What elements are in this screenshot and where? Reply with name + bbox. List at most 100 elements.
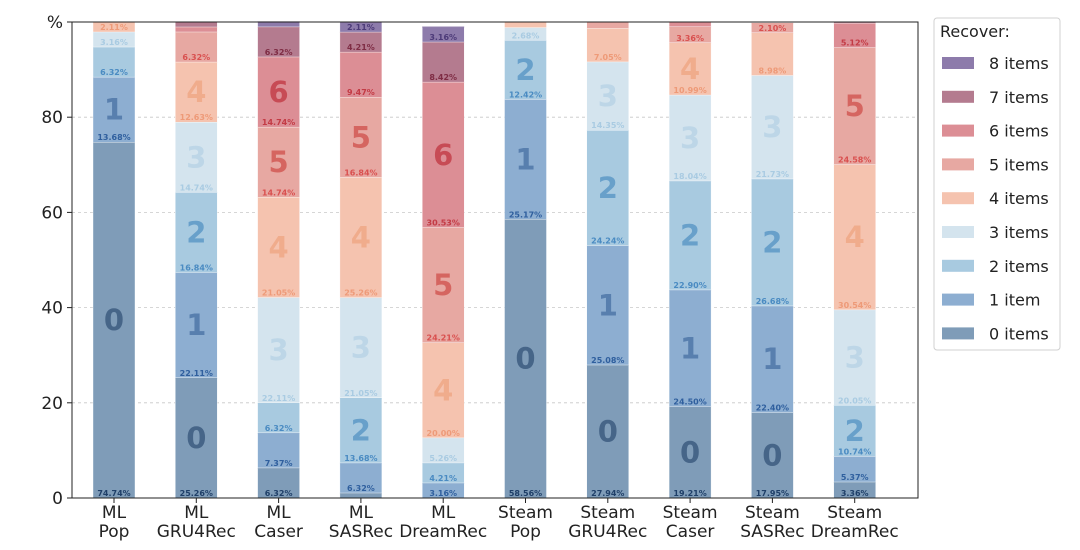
- segment-big-label: 1: [598, 288, 618, 322]
- bar-segment: [339, 462, 383, 494]
- bar-segment: [504, 99, 547, 220]
- legend-swatch: [942, 226, 974, 238]
- segment-big-label: 3: [186, 140, 206, 174]
- data-label: 3.36%: [841, 489, 869, 498]
- bar-segment: [586, 28, 629, 63]
- bar-segment: [257, 56, 300, 128]
- bar-segment: [586, 364, 629, 499]
- bar-segment: [422, 342, 465, 439]
- data-label: 12.42%: [509, 90, 542, 99]
- bar-segment: [833, 405, 876, 457]
- x-tick-label-line1: ML: [431, 503, 456, 523]
- x-tick-label-line2: SASRec: [740, 522, 804, 542]
- data-label: 2.11%: [100, 23, 128, 32]
- segment-big-label: 2: [351, 413, 371, 447]
- bar-segment: [92, 142, 136, 499]
- y-axis-label: %: [47, 13, 63, 33]
- segment-big-label: 1: [762, 342, 782, 376]
- legend-entry-label: 4 items: [989, 189, 1049, 208]
- segment-big-label: 5: [269, 145, 289, 179]
- x-tick-label-line1: ML: [267, 503, 292, 523]
- bar-segment: [175, 121, 218, 193]
- bar-segment: [339, 177, 383, 298]
- segment-big-label: 0: [762, 438, 782, 472]
- bar-segment: [175, 272, 218, 378]
- bar-segment: [668, 289, 712, 407]
- bar-segment: [92, 46, 136, 78]
- legend-swatch: [942, 90, 974, 103]
- data-label: 5.12%: [841, 39, 869, 48]
- data-label: 25.17%: [509, 210, 542, 219]
- bar-segment: [257, 126, 300, 198]
- data-label: 3.16%: [429, 489, 457, 498]
- data-label: 20.05%: [838, 396, 871, 405]
- bar-segment: [668, 42, 712, 96]
- bar-segment: [586, 245, 629, 366]
- x-tick-label-line2: GRU4Rec: [568, 522, 647, 542]
- data-label: 14.35%: [591, 121, 624, 130]
- data-label: 3.16%: [429, 33, 457, 42]
- legend-swatch: [942, 259, 974, 272]
- data-label: 2.11%: [347, 23, 375, 32]
- bar-segment: [175, 61, 218, 123]
- segment-big-label: 4: [269, 230, 289, 264]
- segment-big-label: 0: [598, 415, 618, 449]
- data-label: 14.74%: [262, 118, 295, 127]
- bar-segment: [504, 40, 547, 100]
- data-label: 17.95%: [756, 489, 789, 498]
- segment-big-label: 5: [433, 268, 453, 302]
- legend-entry-label: 2 items: [989, 257, 1049, 276]
- bar-segment: [257, 297, 300, 403]
- legend-entry-label: 0 items: [989, 324, 1049, 343]
- legend-swatch: [942, 192, 974, 205]
- x-tick-label-line2: Pop: [510, 522, 541, 542]
- bar-segment: [257, 467, 300, 499]
- y-tick-label: 40: [41, 299, 63, 319]
- bar-segment: [339, 397, 383, 464]
- segment-big-label: 3: [598, 79, 618, 113]
- segment-big-label: 2: [186, 215, 206, 249]
- data-label: 6.32%: [265, 48, 293, 57]
- bar-segment: [175, 192, 218, 273]
- legend-entry-label: 5 items: [989, 155, 1049, 174]
- data-label: 3.36%: [676, 34, 704, 43]
- data-label: 19.21%: [673, 489, 706, 498]
- data-label: 27.94%: [591, 489, 624, 498]
- data-label: 58.56%: [509, 489, 542, 498]
- data-label: 4.21%: [429, 474, 457, 483]
- bar-segment: [92, 76, 136, 143]
- x-tick-label-line1: Steam: [663, 503, 718, 523]
- data-label: 5.26%: [429, 454, 457, 463]
- x-tick-label-line1: ML: [184, 503, 209, 523]
- segment-big-label: 1: [186, 308, 206, 342]
- data-label: 25.26%: [344, 289, 377, 298]
- y-tick-label: 80: [41, 108, 63, 128]
- segment-big-label: 4: [186, 75, 206, 109]
- data-label: 25.26%: [180, 489, 213, 498]
- x-tick-label-line2: Pop: [99, 522, 130, 542]
- x-tick-label-line1: Steam: [580, 503, 635, 523]
- legend-title: Recover:: [940, 22, 1010, 41]
- x-tick-label-line2: Caser: [254, 522, 303, 542]
- segment-big-label: 4: [351, 220, 371, 254]
- data-label: 9.47%: [347, 88, 375, 97]
- bar-segment: [833, 47, 876, 165]
- legend-swatch: [942, 57, 974, 69]
- x-tick-label-line2: GRU4Rec: [157, 522, 236, 542]
- x-tick-label-line2: DreamRec: [811, 522, 899, 542]
- bar-segment: [339, 97, 383, 178]
- data-label: 8.98%: [759, 67, 787, 76]
- y-tick-label: 20: [41, 394, 63, 414]
- bar-segment: [257, 402, 300, 434]
- data-label: 7.05%: [594, 53, 622, 62]
- bar-segment: [422, 437, 465, 464]
- data-label: 20.00%: [427, 429, 460, 438]
- bar-segment: [257, 432, 300, 469]
- segment-big-label: 3: [762, 110, 782, 144]
- segment-big-label: 3: [351, 331, 371, 365]
- data-label: 25.08%: [591, 356, 624, 365]
- data-label: 24.50%: [673, 398, 706, 407]
- data-label: 16.84%: [344, 168, 377, 177]
- bar-segment: [257, 21, 300, 28]
